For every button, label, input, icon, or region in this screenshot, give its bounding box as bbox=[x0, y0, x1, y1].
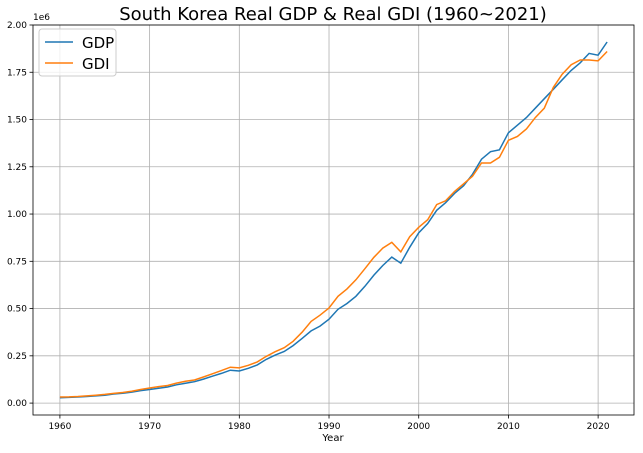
legend-box bbox=[38, 28, 117, 77]
x-tick-label: 1970 bbox=[138, 422, 161, 432]
x-tick-label: 2020 bbox=[587, 422, 610, 432]
x-tick-label: 2000 bbox=[407, 422, 430, 432]
series-line-gdi bbox=[59, 50, 608, 398]
y-tick-label: 0.50 bbox=[7, 305, 27, 315]
y-tick-label: 2.00 bbox=[7, 21, 27, 31]
x-tick-label: 1980 bbox=[228, 422, 251, 432]
plot-frame bbox=[32, 24, 635, 416]
legend: GDP GDI bbox=[38, 28, 117, 77]
x-tick-label: 1990 bbox=[318, 422, 341, 432]
y-tick-label: 1.50 bbox=[7, 116, 27, 126]
y-offset-label: 1e6 bbox=[33, 13, 50, 23]
x-tick-label: 2010 bbox=[497, 422, 520, 432]
y-tick-label: 0.75 bbox=[7, 257, 27, 267]
x-tick-label: 1960 bbox=[48, 422, 71, 432]
legend-label-gdi: GDI bbox=[82, 55, 110, 73]
y-tick-label: 1.25 bbox=[7, 163, 27, 173]
y-tick-label: 1.00 bbox=[7, 210, 27, 220]
chart-title: South Korea Real GDP & Real GDI (1960~20… bbox=[119, 4, 547, 25]
y-tick-label: 0.25 bbox=[7, 352, 27, 362]
legend-label-gdp: GDP bbox=[82, 34, 114, 52]
series-line-gdp bbox=[59, 41, 608, 399]
y-tick-label: 0.00 bbox=[7, 399, 27, 409]
y-tick-label: 1.75 bbox=[7, 68, 27, 78]
x-axis-label: Year bbox=[321, 433, 344, 444]
